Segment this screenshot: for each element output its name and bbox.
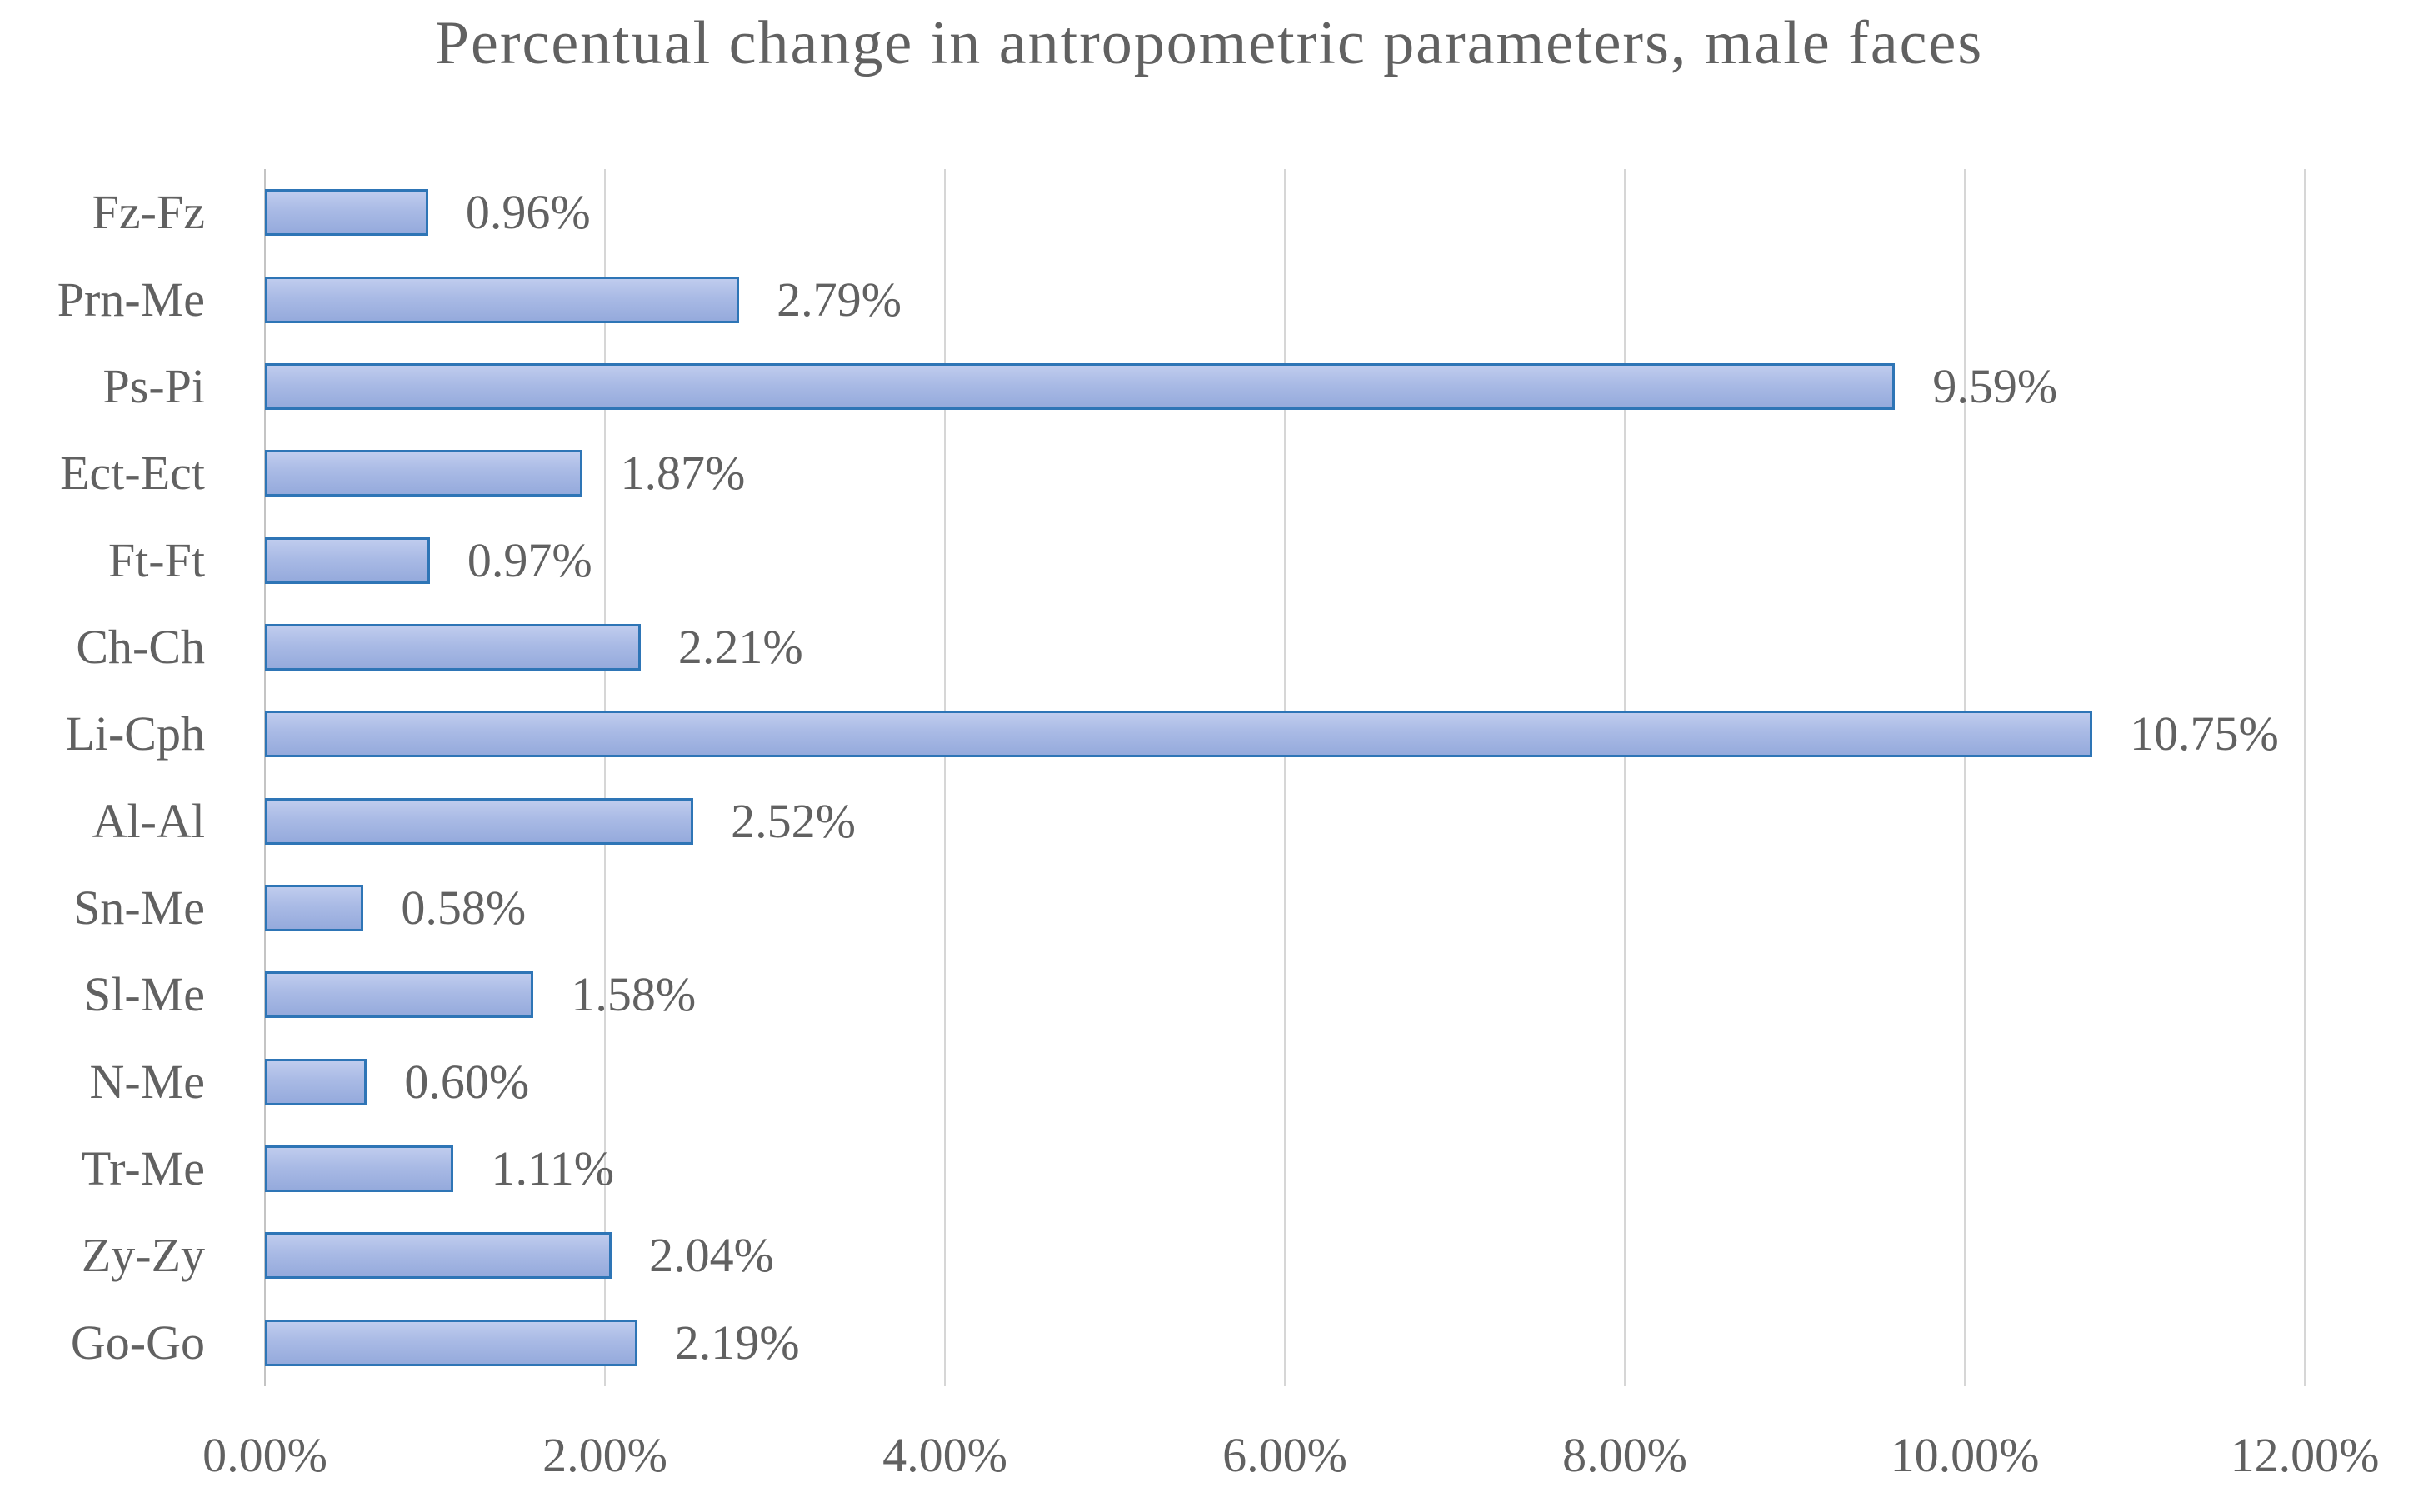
category-label: Sl-Me <box>84 967 205 1022</box>
x-tick-label: 6.00% <box>1222 1428 1347 1482</box>
gridline <box>1964 169 1966 1386</box>
category-label: Tr-Me <box>81 1141 205 1196</box>
bar-Zy-Zy <box>265 1232 612 1280</box>
bar-Ps-Pi <box>265 362 1896 410</box>
bar-Li-Cph <box>265 711 2092 758</box>
category-label: Zy-Zy <box>81 1228 205 1283</box>
x-tick-label: 0.00% <box>202 1428 327 1482</box>
bar-value-label: 0.60% <box>404 1054 530 1109</box>
gridline <box>1624 169 1626 1386</box>
bar-value-label: 9.59% <box>1932 358 2058 413</box>
bar-Go-Go <box>265 1319 637 1366</box>
bar-value-label: 2.21% <box>677 619 803 674</box>
category-label: Ect-Ect <box>60 446 205 501</box>
bar-Sl-Me <box>265 971 534 1019</box>
gridline <box>604 169 606 1386</box>
bar-Ft-Ft <box>265 536 430 584</box>
chart-title: Percentual change in antropometric param… <box>434 9 1984 77</box>
category-label: Ps-Pi <box>102 358 205 413</box>
category-label: N-Me <box>89 1054 205 1109</box>
category-label: Ch-Ch <box>76 619 205 674</box>
bar-Prn-Me <box>265 276 740 323</box>
bar-Al-Al <box>265 797 694 845</box>
bar-Tr-Me <box>265 1145 454 1193</box>
bar-value-label: 0.96% <box>465 185 591 240</box>
category-label: Prn-Me <box>57 272 205 327</box>
category-label: Ft-Ft <box>107 532 205 587</box>
x-tick-label: 2.00% <box>542 1428 667 1482</box>
bar-Ch-Ch <box>265 623 641 671</box>
category-label: Sn-Me <box>73 881 205 936</box>
bar-Sn-Me <box>265 885 364 932</box>
bar-value-label: 10.75% <box>2130 706 2279 761</box>
x-tick-label: 12.00% <box>2230 1428 2380 1482</box>
x-tick-label: 10.00% <box>1890 1428 2040 1482</box>
category-label: Go-Go <box>70 1315 205 1370</box>
bar-N-Me <box>265 1058 367 1105</box>
x-tick-label: 4.00% <box>882 1428 1007 1482</box>
x-tick-label: 8.00% <box>1562 1428 1687 1482</box>
bar-value-label: 1.87% <box>620 446 746 501</box>
bar-Fz-Fz <box>265 189 428 237</box>
bar-value-label: 2.04% <box>649 1228 774 1283</box>
bar-Ect-Ect <box>265 450 583 497</box>
category-label: Al-Al <box>92 793 205 848</box>
bar-value-label: 2.52% <box>731 793 856 848</box>
bar-value-label: 2.79% <box>777 272 902 327</box>
gridline <box>2304 169 2306 1386</box>
gridline <box>1284 169 1286 1386</box>
category-label: Fz-Fz <box>92 185 205 240</box>
bar-value-label: 0.97% <box>467 532 592 587</box>
axis-zero-line <box>264 169 266 1386</box>
gridline <box>944 169 946 1386</box>
category-label: Li-Cph <box>65 706 205 761</box>
bar-value-label: 1.58% <box>571 967 697 1022</box>
bar-value-label: 0.58% <box>401 881 527 936</box>
bar-value-label: 2.19% <box>674 1315 800 1370</box>
bar-value-label: 1.11% <box>491 1141 615 1196</box>
